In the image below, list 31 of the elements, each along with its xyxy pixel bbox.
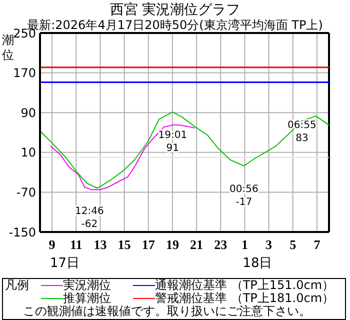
x-tick-label: 5 bbox=[290, 237, 297, 252]
y-tick-label: -70 bbox=[16, 185, 36, 200]
x-tick-label: 21 bbox=[190, 237, 204, 252]
legend-label: 推算潮位 bbox=[63, 291, 112, 305]
legend-label: 警戒潮位基準 （TP上181.0cm） bbox=[155, 291, 334, 305]
x-tick-label: 19 bbox=[166, 237, 180, 252]
text: 17日 bbox=[50, 255, 80, 272]
x-tick-label: 15 bbox=[118, 237, 132, 252]
annotation: 00:56 -17 bbox=[229, 184, 258, 208]
y-tick-label: -150 bbox=[8, 225, 36, 240]
x-tick-label: 7 bbox=[314, 237, 321, 252]
chart-title: 西宮 実況潮位グラフ bbox=[108, 1, 242, 18]
legend-label: 実況潮位 bbox=[63, 278, 112, 292]
y-tick-label: 10 bbox=[20, 146, 36, 160]
annotation: 19:01 91 bbox=[158, 130, 188, 154]
y-tick-label: 170 bbox=[13, 66, 36, 80]
x-tick-label: 3 bbox=[266, 237, 273, 252]
x-tick-label: 13 bbox=[94, 237, 108, 252]
x-tick-label: 9 bbox=[48, 237, 56, 252]
legend-label: 通報潮位基準 （TP上151.0cm） bbox=[155, 278, 334, 292]
x-tick-label: 11 bbox=[70, 237, 82, 252]
text: 18日 bbox=[242, 255, 272, 272]
x-tick-label: 23 bbox=[214, 237, 228, 252]
text: この観測値は速報値です。取り扱いにご注意下さい。 bbox=[22, 304, 312, 319]
y-tick-label: 90 bbox=[20, 106, 36, 120]
x-tick-label: 17 bbox=[142, 237, 156, 252]
annotation: 12:46 -62 bbox=[74, 206, 104, 230]
line-series bbox=[50, 124, 196, 190]
y-axis-title: 潮位 bbox=[2, 33, 14, 63]
legend-title: 凡例 bbox=[4, 278, 30, 292]
x-tick-label: 1 bbox=[241, 237, 248, 252]
